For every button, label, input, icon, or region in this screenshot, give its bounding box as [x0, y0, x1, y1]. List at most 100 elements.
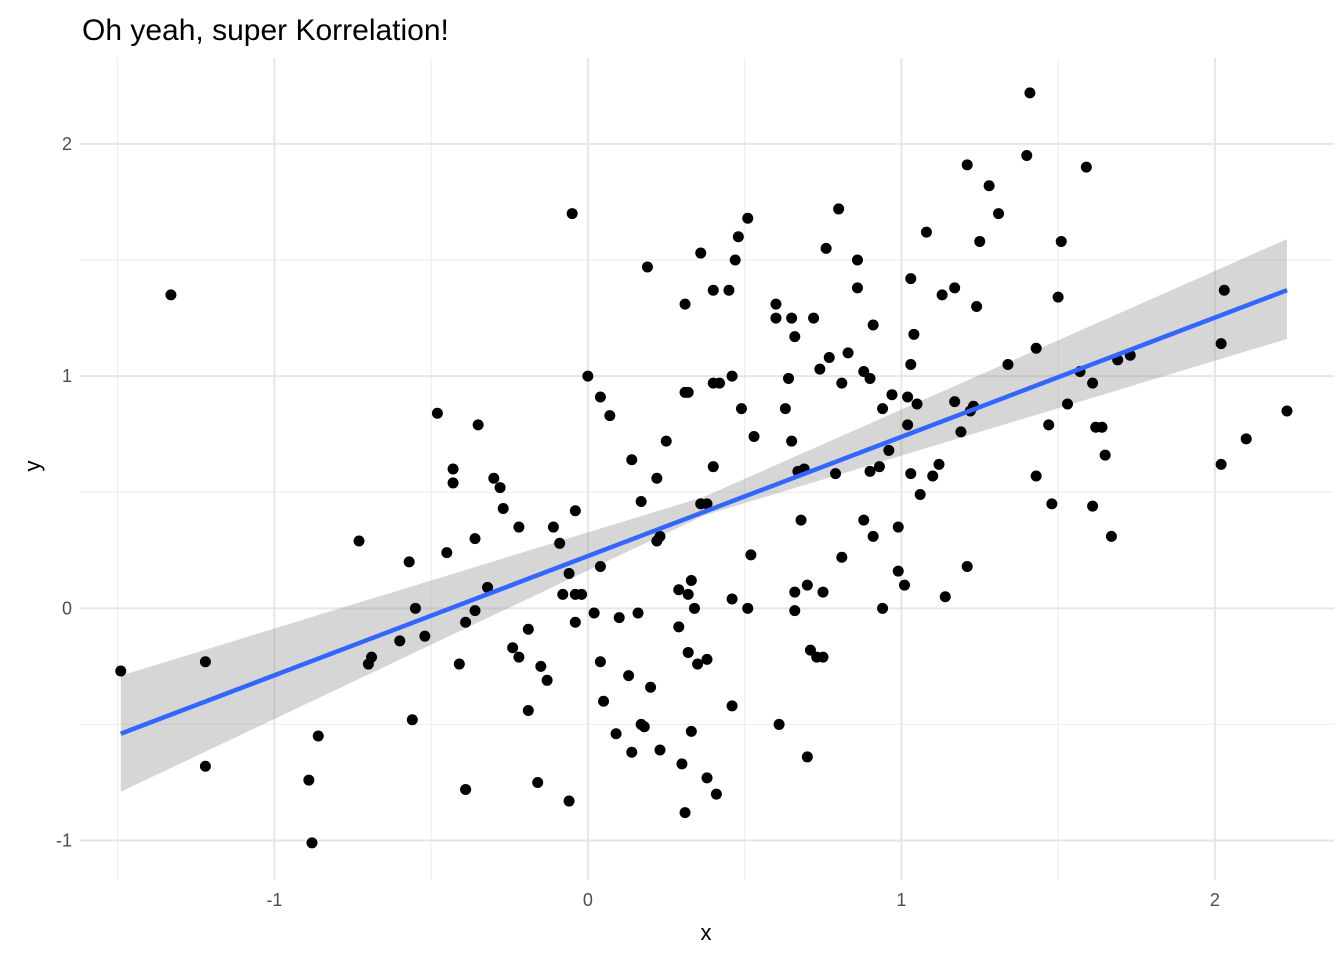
- data-point: [808, 312, 820, 324]
- data-point: [695, 247, 707, 259]
- data-point: [569, 616, 581, 628]
- data-point: [679, 807, 691, 819]
- data-point: [783, 372, 795, 384]
- data-point: [497, 502, 509, 514]
- data-point: [955, 426, 967, 438]
- data-point: [1055, 235, 1067, 247]
- data-point: [1218, 284, 1230, 296]
- data-point: [1087, 377, 1099, 389]
- data-point: [726, 370, 738, 382]
- data-point: [613, 612, 625, 624]
- data-point: [820, 242, 832, 254]
- data-point: [1030, 470, 1042, 482]
- data-point: [911, 398, 923, 410]
- data-point: [610, 728, 622, 740]
- data-point: [873, 461, 885, 473]
- data-point: [554, 537, 566, 549]
- data-point: [1024, 87, 1036, 99]
- data-point: [933, 458, 945, 470]
- data-point: [814, 363, 826, 375]
- data-point: [626, 746, 638, 758]
- data-point: [905, 273, 917, 285]
- data-point: [482, 581, 494, 593]
- data-point: [867, 319, 879, 331]
- data-point: [626, 454, 638, 466]
- data-point: [685, 725, 697, 737]
- x-tick-label: 0: [583, 890, 593, 910]
- data-point: [623, 670, 635, 682]
- data-point: [1099, 449, 1111, 461]
- grid: [80, 58, 1334, 880]
- data-point: [905, 468, 917, 480]
- data-point: [403, 556, 415, 568]
- data-point: [842, 347, 854, 359]
- data-point: [786, 312, 798, 324]
- data-point: [830, 468, 842, 480]
- data-point: [409, 602, 421, 614]
- regression-line: [119, 288, 1288, 736]
- data-point: [892, 565, 904, 577]
- data-point: [522, 623, 534, 635]
- data-point: [877, 403, 889, 415]
- data-point: [789, 586, 801, 598]
- data-point: [563, 567, 575, 579]
- data-point: [569, 505, 581, 517]
- data-point: [673, 584, 685, 596]
- data-point: [732, 231, 744, 243]
- data-point: [535, 660, 547, 672]
- data-point: [836, 377, 848, 389]
- data-point: [594, 391, 606, 403]
- data-point: [541, 674, 553, 686]
- data-point: [745, 549, 757, 561]
- data-point: [902, 419, 914, 431]
- data-point: [867, 530, 879, 542]
- data-point: [431, 407, 443, 419]
- data-point: [651, 472, 663, 484]
- y-axis-title: y: [20, 461, 45, 472]
- data-point: [513, 521, 525, 533]
- data-point: [858, 514, 870, 526]
- fit-line-layer: [119, 288, 1288, 736]
- data-point: [851, 254, 863, 266]
- data-point: [779, 403, 791, 415]
- y-tick-label: 0: [62, 598, 72, 618]
- data-point: [566, 208, 578, 220]
- data-point: [199, 760, 211, 772]
- x-tick-label: 1: [896, 890, 906, 910]
- data-point: [447, 463, 459, 475]
- data-point: [682, 588, 694, 600]
- data-point: [654, 530, 666, 542]
- data-point: [905, 359, 917, 371]
- data-point: [939, 591, 951, 603]
- data-point: [635, 496, 647, 508]
- data-point: [660, 435, 672, 447]
- data-point: [864, 465, 876, 477]
- data-point: [494, 482, 506, 494]
- tick-labels: -1 0 1 2 -1 0 1 2: [56, 134, 1220, 910]
- data-point: [1240, 433, 1252, 445]
- data-point: [692, 658, 704, 670]
- data-point: [701, 653, 713, 665]
- data-point: [714, 377, 726, 389]
- data-point: [638, 721, 650, 733]
- data-point: [707, 461, 719, 473]
- data-point: [460, 616, 472, 628]
- data-point: [936, 289, 948, 301]
- data-point: [735, 403, 747, 415]
- data-point: [366, 651, 378, 663]
- data-point: [908, 328, 920, 340]
- data-point: [522, 704, 534, 716]
- data-point: [949, 396, 961, 408]
- data-point: [1043, 419, 1055, 431]
- data-point: [877, 602, 889, 614]
- data-point: [1080, 161, 1092, 173]
- data-point: [902, 391, 914, 403]
- data-point: [682, 386, 694, 398]
- confidence-band-layer: [120, 239, 1287, 792]
- data-point: [993, 208, 1005, 220]
- data-point: [1062, 398, 1074, 410]
- data-point: [1087, 500, 1099, 512]
- data-point: [547, 521, 559, 533]
- data-point: [513, 651, 525, 663]
